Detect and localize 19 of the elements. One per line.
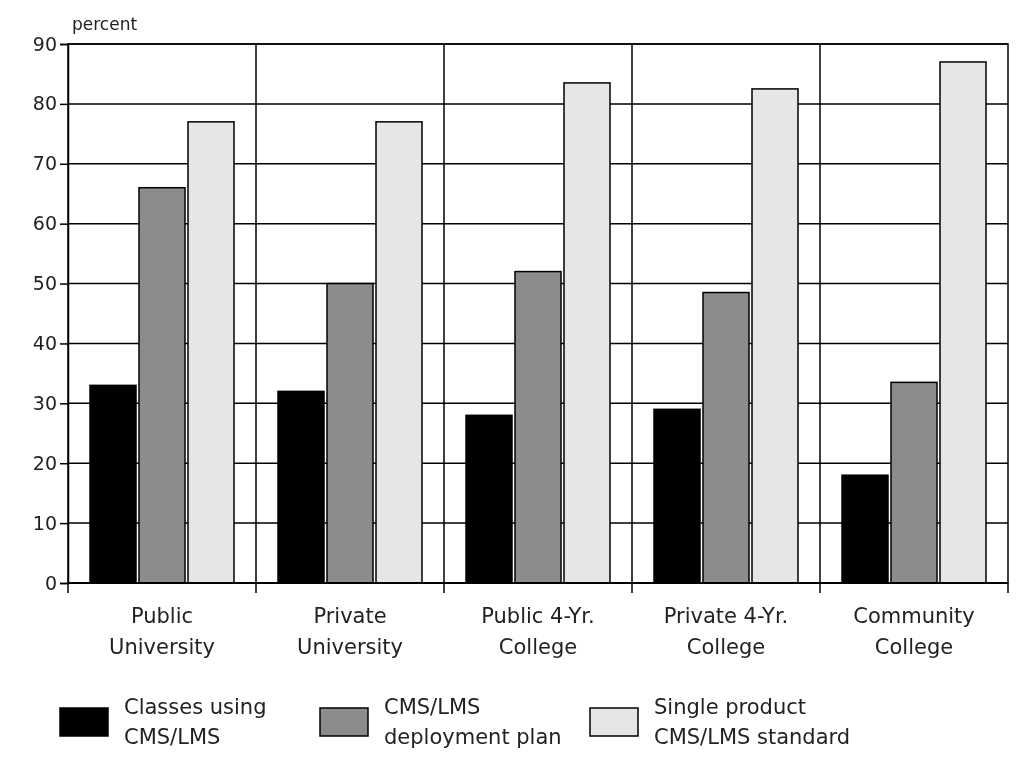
x-tick-label: Community College: [853, 604, 975, 659]
legend-label: Classes using CMS/LMS: [124, 695, 267, 749]
y-tick-label: 40: [32, 332, 57, 355]
y-tick-label: 20: [32, 451, 57, 474]
x-tick-label: Private University: [297, 604, 403, 659]
y-tick-label: 60: [32, 212, 57, 235]
y-axis-title: percent: [72, 14, 138, 34]
y-tick-label: 70: [32, 152, 57, 175]
y-tick-label: 30: [32, 391, 57, 414]
y-tick-label: 80: [32, 92, 57, 115]
y-tick-label: 10: [32, 511, 57, 534]
y-tick-label: 0: [44, 571, 57, 594]
x-tick-label: Public University: [109, 604, 215, 659]
legend-label: CMS/LMS deployment plan: [384, 695, 562, 749]
x-tick-label: Private 4-Yr. College: [663, 604, 789, 659]
legend-label: Single product CMS/LMS standard: [654, 695, 851, 749]
y-tick-label: 50: [32, 272, 57, 295]
x-tick-label: Public 4-Yr. College: [481, 604, 595, 659]
y-tick-label: 90: [32, 32, 57, 55]
